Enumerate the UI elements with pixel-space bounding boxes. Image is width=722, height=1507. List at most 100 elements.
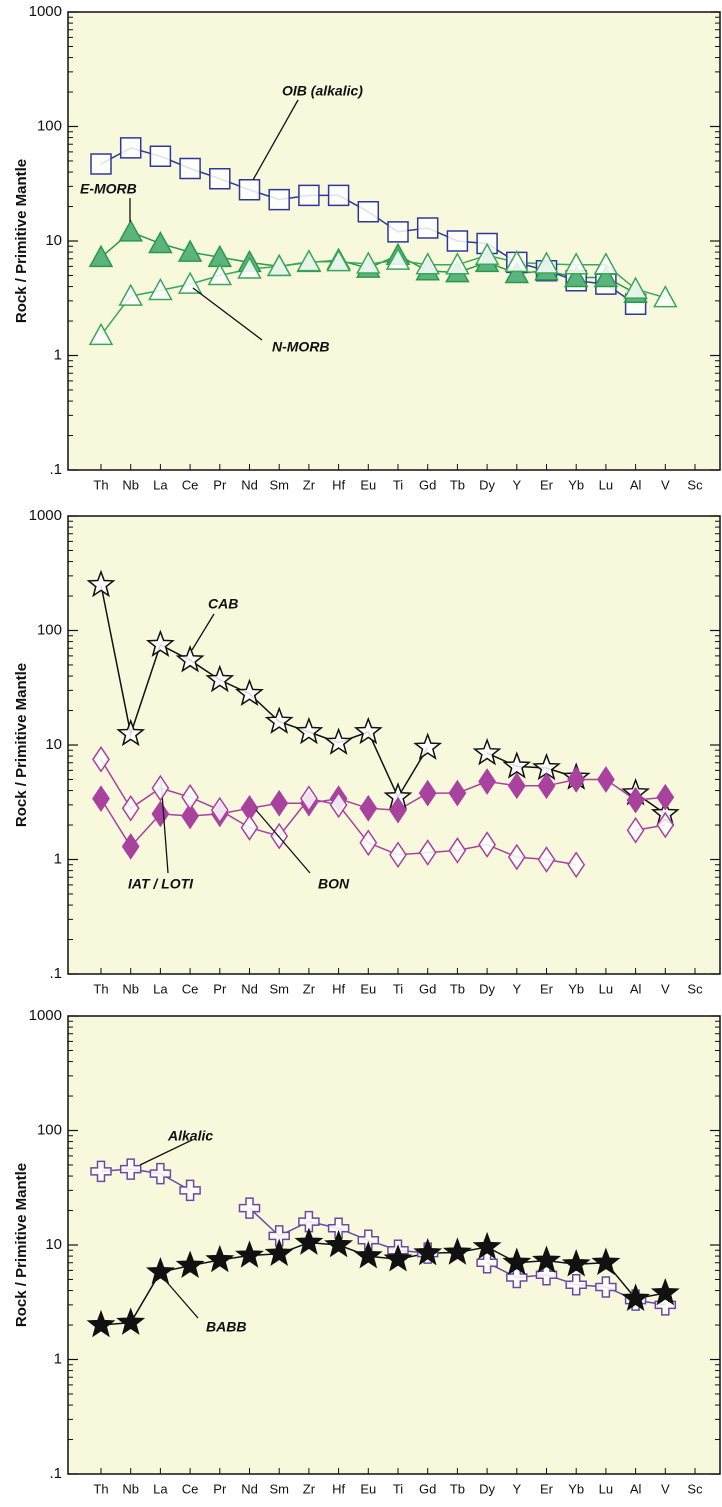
x-tick-label: Ce [182,477,199,492]
x-tick-label: Lu [599,1481,613,1496]
leader-line [164,1279,199,1319]
marker [595,1276,617,1298]
marker [593,264,619,288]
x-tick-label: V [661,1481,670,1496]
x-tick-label: Nd [241,1481,258,1496]
leader-line [139,1139,193,1166]
marker [650,1277,680,1306]
marker [596,766,615,793]
x-tick-label: Y [512,1481,521,1496]
marker [326,249,351,272]
marker [565,1273,587,1296]
x-tick-label: Zr [303,477,316,492]
marker [119,137,142,159]
x-tick-label: Dy [479,477,495,492]
marker [149,145,172,167]
x-tick-label: Er [540,1481,554,1496]
marker [353,716,383,745]
marker [92,745,110,773]
y-tick-label: 1000 [29,507,62,524]
marker [294,716,324,745]
marker [324,727,354,755]
marker [563,252,589,275]
marker [92,785,110,812]
x-tick-label: Al [630,1481,642,1496]
y-axis-title: Rock / Primitive Mantle [13,159,30,323]
x-tick-label: Sm [269,981,289,996]
marker [210,796,229,824]
marker [472,737,502,766]
x-tick-label: Ti [393,981,403,996]
marker [327,184,350,207]
x-tick-label: Ti [393,477,403,492]
marker [148,277,173,301]
marker [448,837,467,864]
x-tick-label: Hf [332,477,345,492]
marker [413,732,443,760]
marker [535,1263,558,1286]
marker [266,253,292,277]
x-tick-label: La [153,981,168,996]
marker [88,322,114,346]
y-tick-label: 1000 [29,3,62,20]
marker [145,1256,175,1285]
series-label: Alkalic [167,1128,213,1144]
y-tick-label: 100 [37,117,62,134]
x-tick-label: Ti [393,1481,403,1496]
x-tick-label: Al [630,981,642,996]
marker [119,1158,142,1180]
y-tick-label: 1 [54,850,62,867]
marker [476,1251,498,1274]
plot-area [67,515,721,975]
marker [181,783,200,811]
marker [209,167,231,190]
marker [442,1237,472,1265]
marker [656,783,675,811]
marker [207,262,233,286]
marker [537,772,556,800]
series-label: N-MORB [272,339,330,355]
marker [356,251,381,274]
marker [121,833,140,860]
y-tick-label: 10 [45,736,62,753]
series-label: CAB [208,596,238,612]
x-tick-label: Gd [419,477,436,492]
marker [418,839,437,866]
marker [626,786,645,814]
marker [448,779,467,807]
marker [621,1283,651,1311]
marker [175,1250,205,1278]
marker [385,247,411,270]
marker [121,794,140,822]
marker [179,1179,201,1202]
marker [88,244,114,268]
x-tick-label: Yb [568,477,584,492]
marker [472,1231,502,1260]
marker [177,239,203,262]
marker [151,774,170,802]
x-tick-label: Hf [332,1481,345,1496]
marker [237,256,262,279]
marker [445,252,470,275]
x-tick-label: V [661,477,670,492]
marker [653,285,678,308]
marker [264,1238,294,1266]
x-tick-label: Nd [241,477,258,492]
marker [474,242,500,266]
x-tick-label: Dy [479,981,495,996]
marker [418,779,437,807]
marker [298,184,320,207]
x-tick-label: Zr [303,981,316,996]
marker [563,264,589,288]
x-tick-label: Al [630,477,642,492]
x-tick-label: Zr [303,1481,316,1496]
marker [413,1237,443,1266]
x-tick-label: Eu [360,1481,376,1496]
marker [591,1247,621,1276]
marker [151,800,170,828]
marker [415,252,440,275]
marker [296,249,322,272]
marker [534,251,559,274]
x-tick-label: V [661,981,670,996]
series-label: OIB (alkalic) [282,83,363,99]
